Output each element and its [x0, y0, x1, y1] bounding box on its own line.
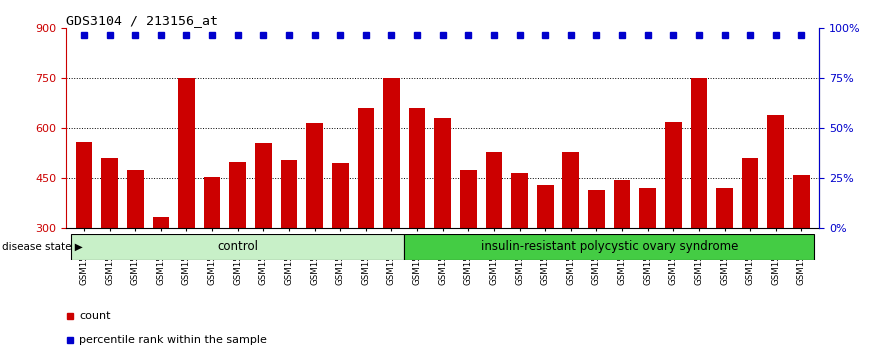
- Bar: [307, 123, 323, 329]
- Bar: [793, 175, 810, 329]
- Bar: [204, 177, 220, 329]
- Bar: [101, 158, 118, 329]
- Text: count: count: [79, 311, 111, 321]
- Bar: [229, 162, 246, 329]
- Text: insulin-resistant polycystic ovary syndrome: insulin-resistant polycystic ovary syndr…: [480, 240, 738, 253]
- Bar: [767, 115, 784, 329]
- Bar: [562, 152, 579, 329]
- Bar: [640, 188, 656, 329]
- Bar: [716, 188, 733, 329]
- Bar: [460, 170, 477, 329]
- Text: disease state ▶: disease state ▶: [2, 242, 83, 252]
- Bar: [404, 234, 814, 260]
- Bar: [511, 173, 528, 329]
- Bar: [589, 190, 604, 329]
- Bar: [665, 122, 682, 329]
- Bar: [614, 180, 631, 329]
- Text: percentile rank within the sample: percentile rank within the sample: [79, 335, 267, 345]
- Bar: [409, 108, 426, 329]
- Bar: [485, 152, 502, 329]
- Bar: [127, 170, 144, 329]
- Bar: [178, 78, 195, 329]
- Text: GDS3104 / 213156_at: GDS3104 / 213156_at: [66, 14, 218, 27]
- Bar: [434, 118, 451, 329]
- Bar: [383, 78, 400, 329]
- Bar: [742, 158, 759, 329]
- Bar: [537, 185, 553, 329]
- Bar: [255, 143, 271, 329]
- Bar: [281, 160, 297, 329]
- Bar: [691, 78, 707, 329]
- Bar: [358, 108, 374, 329]
- Bar: [152, 217, 169, 329]
- Text: control: control: [218, 240, 258, 253]
- Bar: [71, 234, 404, 260]
- Bar: [76, 142, 93, 329]
- Bar: [332, 163, 349, 329]
